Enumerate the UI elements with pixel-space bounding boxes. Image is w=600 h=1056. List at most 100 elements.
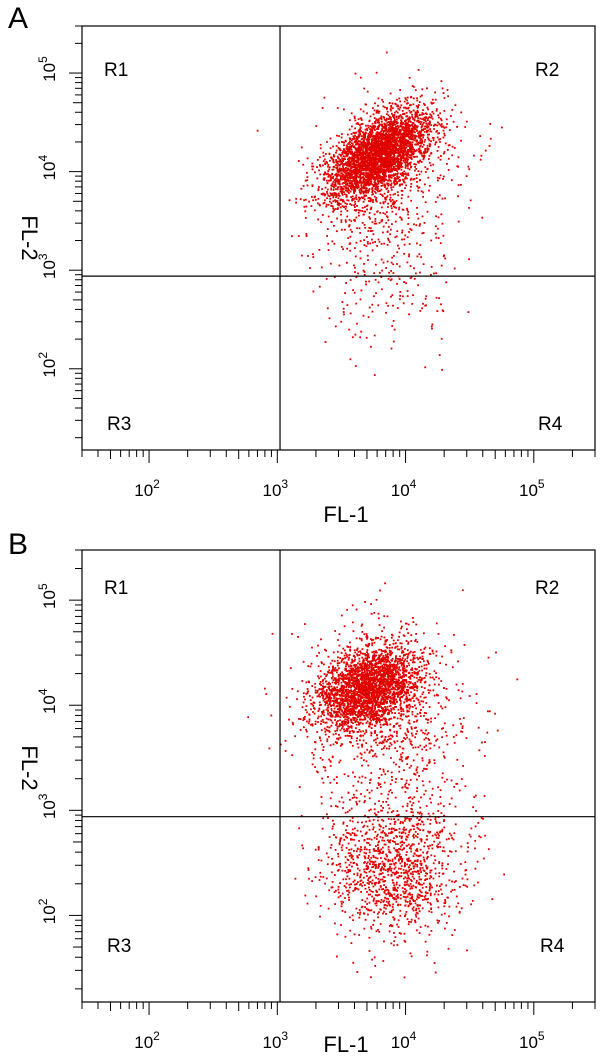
data-point <box>338 195 341 197</box>
data-point <box>373 128 376 131</box>
data-point <box>355 241 358 244</box>
data-point <box>422 129 424 131</box>
data-point <box>427 125 430 128</box>
data-point <box>387 655 389 658</box>
data-point <box>388 225 390 228</box>
data-point <box>355 151 358 154</box>
data-point <box>417 119 420 122</box>
data-point <box>398 167 401 169</box>
data-point <box>435 109 438 112</box>
data-point <box>360 196 363 199</box>
data-point <box>340 652 343 654</box>
data-point <box>337 673 340 676</box>
data-point <box>382 159 385 162</box>
data-point <box>417 69 420 71</box>
data-point <box>365 150 368 153</box>
data-point <box>420 256 422 259</box>
data-point <box>347 185 350 187</box>
data-point <box>405 121 407 124</box>
data-point <box>390 134 393 137</box>
plot-frame-b <box>81 549 596 1003</box>
data-point <box>349 143 351 146</box>
data-point <box>353 209 356 211</box>
data-point <box>382 160 385 163</box>
data-point <box>374 144 377 147</box>
data-point <box>390 347 393 350</box>
data-point <box>335 196 337 199</box>
data-point <box>352 146 355 149</box>
data-point <box>329 197 332 200</box>
data-point <box>329 262 332 265</box>
data-point <box>390 188 393 191</box>
data-point <box>460 111 463 114</box>
data-point <box>434 143 437 146</box>
data-point <box>398 132 401 135</box>
points-b <box>247 582 519 979</box>
data-point <box>390 207 393 210</box>
data-point <box>420 126 423 129</box>
data-point <box>355 184 357 187</box>
data-point <box>357 151 360 153</box>
data-point <box>363 87 366 90</box>
data-point <box>365 168 367 171</box>
data-point <box>387 137 390 140</box>
data-point <box>339 188 342 191</box>
data-point <box>412 109 415 112</box>
data-point <box>351 125 353 128</box>
data-point <box>379 212 382 214</box>
data-point <box>333 155 335 158</box>
data-point <box>381 176 383 178</box>
data-point <box>409 161 412 164</box>
data-point <box>394 157 397 160</box>
data-point <box>389 164 392 167</box>
data-point <box>374 188 377 190</box>
data-point <box>391 669 393 671</box>
data-point <box>407 117 410 120</box>
data-point <box>391 210 394 213</box>
data-point <box>367 142 370 145</box>
data-point <box>355 216 358 219</box>
data-point <box>385 196 388 199</box>
data-point <box>363 183 366 186</box>
data-point <box>405 126 407 128</box>
data-point <box>408 133 411 136</box>
data-point <box>409 134 412 136</box>
data-point <box>345 167 347 169</box>
data-point <box>410 154 413 156</box>
data-point <box>343 163 346 166</box>
data-point <box>319 156 321 159</box>
data-point <box>383 176 385 179</box>
data-point <box>404 129 407 132</box>
data-point <box>366 148 369 151</box>
data-point <box>408 255 410 258</box>
data-point <box>399 298 401 301</box>
data-point <box>379 123 382 126</box>
data-point <box>361 182 363 185</box>
data-point <box>370 129 372 132</box>
data-point <box>346 247 349 250</box>
data-point <box>367 132 370 135</box>
data-point <box>378 714 381 717</box>
data-point <box>400 119 402 122</box>
data-point <box>419 140 422 142</box>
data-point <box>392 205 395 208</box>
data-point <box>423 152 425 155</box>
data-point <box>399 702 402 705</box>
data-point <box>307 255 309 257</box>
data-point <box>389 176 392 178</box>
data-point <box>409 117 411 120</box>
data-point <box>369 175 372 178</box>
data-point <box>331 173 334 176</box>
data-point <box>404 176 407 178</box>
data-point <box>345 711 348 714</box>
data-point <box>348 726 351 728</box>
data-point <box>440 123 443 126</box>
data-point <box>436 310 439 312</box>
data-point <box>402 138 404 141</box>
data-point <box>337 170 339 173</box>
data-point <box>380 117 383 119</box>
data-point <box>386 113 388 116</box>
data-point <box>360 119 363 121</box>
data-point <box>348 224 351 227</box>
